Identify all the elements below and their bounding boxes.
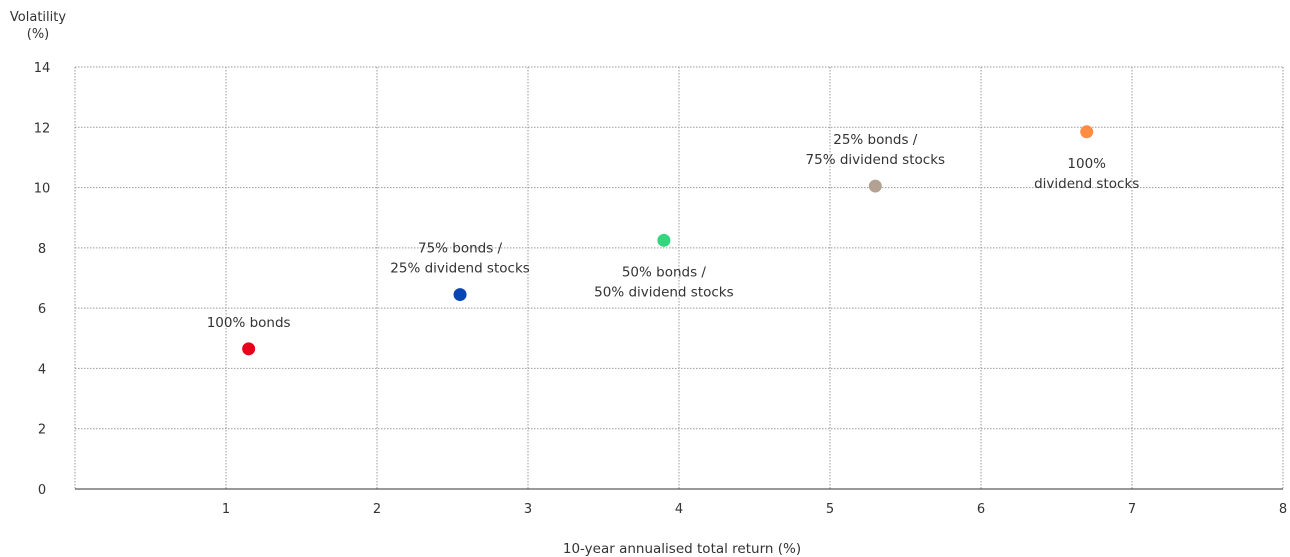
point-label-line: 100% bonds (207, 315, 291, 331)
data-points (242, 125, 1094, 356)
y-tick-label: 10 (34, 182, 51, 197)
data-point (657, 233, 671, 247)
x-tick-labels: 1 2 3 4 5 6 7 8 (222, 502, 1287, 517)
y-tick-labels: 0 2 4 6 8 10 12 14 (34, 61, 51, 498)
data-point (453, 288, 467, 302)
point-label-line: dividend stocks (1034, 176, 1139, 192)
x-tick-label: 1 (222, 502, 230, 517)
x-axis-label: 10-year annualised total return (%) (563, 541, 801, 557)
y-axis-label-line: (%) (27, 27, 50, 42)
point-label: 75% bonds / 25% dividend stocks (390, 241, 530, 277)
grid (74, 66, 1284, 489)
y-tick-label: 0 (38, 483, 46, 498)
point-label-line: 75% dividend stocks (806, 152, 946, 168)
y-axis-label-text: Volatility (%) (10, 10, 66, 42)
y-tick-label: 14 (34, 61, 51, 76)
point-label-line: 100% (1067, 156, 1106, 172)
point-label-line: 75% bonds / (418, 241, 503, 257)
x-tick-label: 5 (826, 502, 834, 517)
point-label-line: 50% dividend stocks (594, 284, 734, 300)
x-tick-label: 3 (524, 502, 532, 517)
x-tick-label: 2 (373, 502, 381, 517)
y-tick-label: 12 (34, 121, 51, 136)
y-tick-label: 8 (38, 242, 46, 257)
data-point (868, 179, 882, 193)
y-axis-label-line: Volatility (10, 10, 66, 25)
y-tick-label: 4 (38, 362, 46, 377)
x-tick-label: 6 (977, 502, 985, 517)
data-point (1080, 125, 1094, 139)
point-label: 100% dividend stocks (1034, 156, 1139, 192)
point-label: 100% bonds (207, 315, 291, 331)
y-tick-label: 6 (38, 302, 46, 317)
x-tick-label: 7 (1128, 502, 1136, 517)
data-point (242, 342, 256, 356)
x-tick-label: 8 (1279, 502, 1287, 517)
y-tick-label: 2 (38, 423, 46, 438)
point-label: 50% bonds / 50% dividend stocks (594, 264, 734, 300)
point-label-line: 25% bonds / (833, 132, 918, 148)
point-label-line: 50% bonds / (622, 264, 707, 280)
point-label: 25% bonds / 75% dividend stocks (806, 132, 946, 168)
point-labels: 100% bonds 75% bonds / 25% dividend stocks… (207, 132, 1140, 331)
point-label-line: 25% dividend stocks (390, 261, 530, 277)
y-axis-label: Volatility (%) (10, 10, 66, 42)
x-tick-label: 4 (675, 502, 683, 517)
